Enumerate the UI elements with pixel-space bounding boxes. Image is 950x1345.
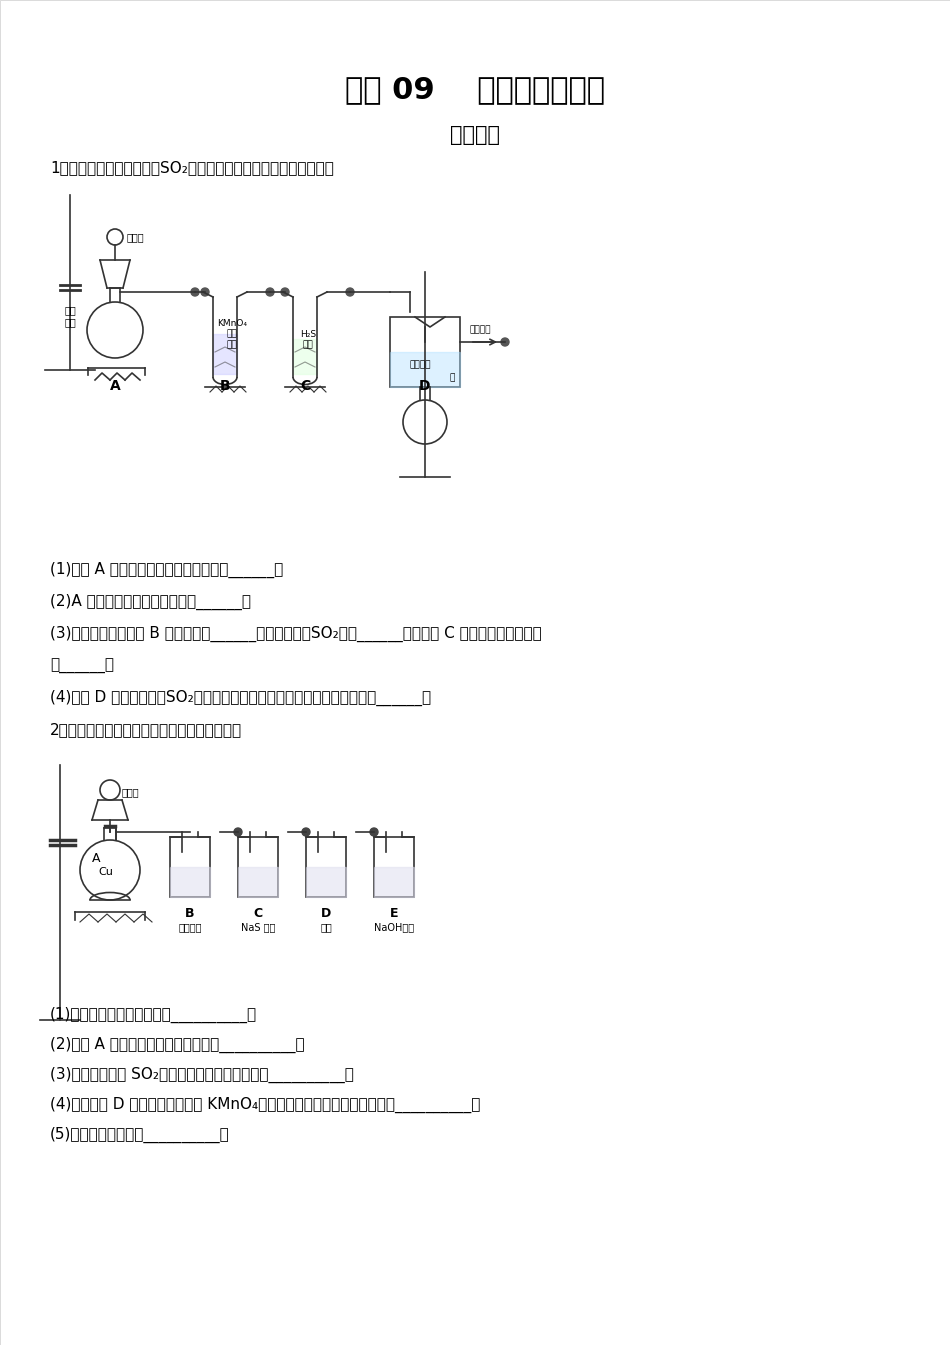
Text: (4)若将装置 D 中的氯水换为酸性 KMnO₄溶液，则发生反应的离子方程式为__________；: (4)若将装置 D 中的氯水换为酸性 KMnO₄溶液，则发生反应的离子方程式为_… (50, 1098, 481, 1114)
Text: 专项训练: 专项训练 (450, 125, 500, 145)
Text: 尾气处理: 尾气处理 (470, 325, 491, 334)
Text: 品红溶液: 品红溶液 (179, 923, 201, 932)
Text: D: D (321, 907, 332, 920)
Text: E: E (390, 907, 398, 920)
Text: (3)实验过程中，装置 B 中的现象是______，该现象说明SO₂具有______性；装置 C 中反应的化学方程式: (3)实验过程中，装置 B 中的现象是______，该现象说明SO₂具有____… (50, 625, 541, 642)
Text: (4)装置 D 的目的是探究SO₂与品红作用的可逆性，请写出实验操作及现象______。: (4)装置 D 的目的是探究SO₂与品红作用的可逆性，请写出实验操作及现象___… (50, 690, 431, 706)
Circle shape (302, 829, 310, 837)
Circle shape (501, 338, 509, 346)
Text: A: A (92, 851, 101, 865)
Text: NaS 溶液: NaS 溶液 (240, 923, 276, 932)
Text: Cu: Cu (98, 868, 113, 877)
Text: 浓硫酸: 浓硫酸 (127, 231, 144, 242)
Text: B: B (219, 379, 230, 393)
Bar (390, 317, 460, 387)
Text: NaOH溶液: NaOH溶液 (374, 923, 414, 932)
Text: 亚硫
酸钠: 亚硫 酸钠 (65, 305, 77, 327)
Circle shape (281, 288, 289, 296)
Bar (170, 837, 210, 897)
Bar (238, 868, 278, 897)
Circle shape (201, 288, 209, 296)
Text: 氯水: 氯水 (320, 923, 332, 932)
Bar (293, 339, 317, 374)
Text: (1)装置 A 中盛放亚硫酸钠的仪器名称是______。: (1)装置 A 中盛放亚硫酸钠的仪器名称是______。 (50, 562, 283, 578)
Text: 2．实验室里研究不同价态硫元素之间的转化。: 2．实验室里研究不同价态硫元素之间的转化。 (50, 722, 242, 737)
Text: 为______。: 为______。 (50, 659, 114, 674)
Text: C: C (300, 379, 310, 393)
Circle shape (266, 288, 274, 296)
Bar (374, 837, 414, 897)
Text: 1．某化学兴趣小组为探究SO₂的性质，按如图所示装置进行实验。: 1．某化学兴趣小组为探究SO₂的性质，按如图所示装置进行实验。 (50, 160, 333, 175)
Bar (213, 334, 237, 374)
Text: C: C (254, 907, 262, 920)
Bar (374, 868, 414, 897)
Text: KMnO₄
酸性
溶液: KMnO₄ 酸性 溶液 (217, 319, 247, 348)
Text: (1)盛装浓硫酸仪器的名称是__________；: (1)盛装浓硫酸仪器的名称是__________； (50, 1007, 257, 1024)
Text: 专题 09    化学实验综合题: 专题 09 化学实验综合题 (345, 75, 605, 105)
Text: (5)下列叙述正确的是__________。: (5)下列叙述正确的是__________。 (50, 1127, 230, 1143)
Bar (390, 352, 460, 387)
Text: H₂S
溶液: H₂S 溶液 (300, 330, 316, 348)
Bar (306, 837, 346, 897)
Circle shape (346, 288, 354, 296)
Bar (238, 837, 278, 897)
Text: 品红溶液: 品红溶液 (410, 360, 431, 369)
Text: 水: 水 (450, 373, 455, 382)
Text: (2)A 中发生反应的化学方程式为______。: (2)A 中发生反应的化学方程式为______。 (50, 594, 251, 611)
Text: (3)上述实验体现 SO₂的性质有漂白性、氧化性和__________；: (3)上述实验体现 SO₂的性质有漂白性、氧化性和__________； (50, 1067, 353, 1083)
Bar (306, 868, 346, 897)
Text: A: A (109, 379, 121, 393)
Circle shape (370, 829, 378, 837)
Bar (170, 868, 210, 897)
Text: 浓硫酸: 浓硫酸 (122, 787, 140, 798)
Circle shape (234, 829, 242, 837)
Text: (2)装置 A 中发生反应的化学方程式为__________；: (2)装置 A 中发生反应的化学方程式为__________； (50, 1037, 305, 1053)
Text: D: D (419, 379, 430, 393)
Text: B: B (185, 907, 195, 920)
Circle shape (191, 288, 199, 296)
